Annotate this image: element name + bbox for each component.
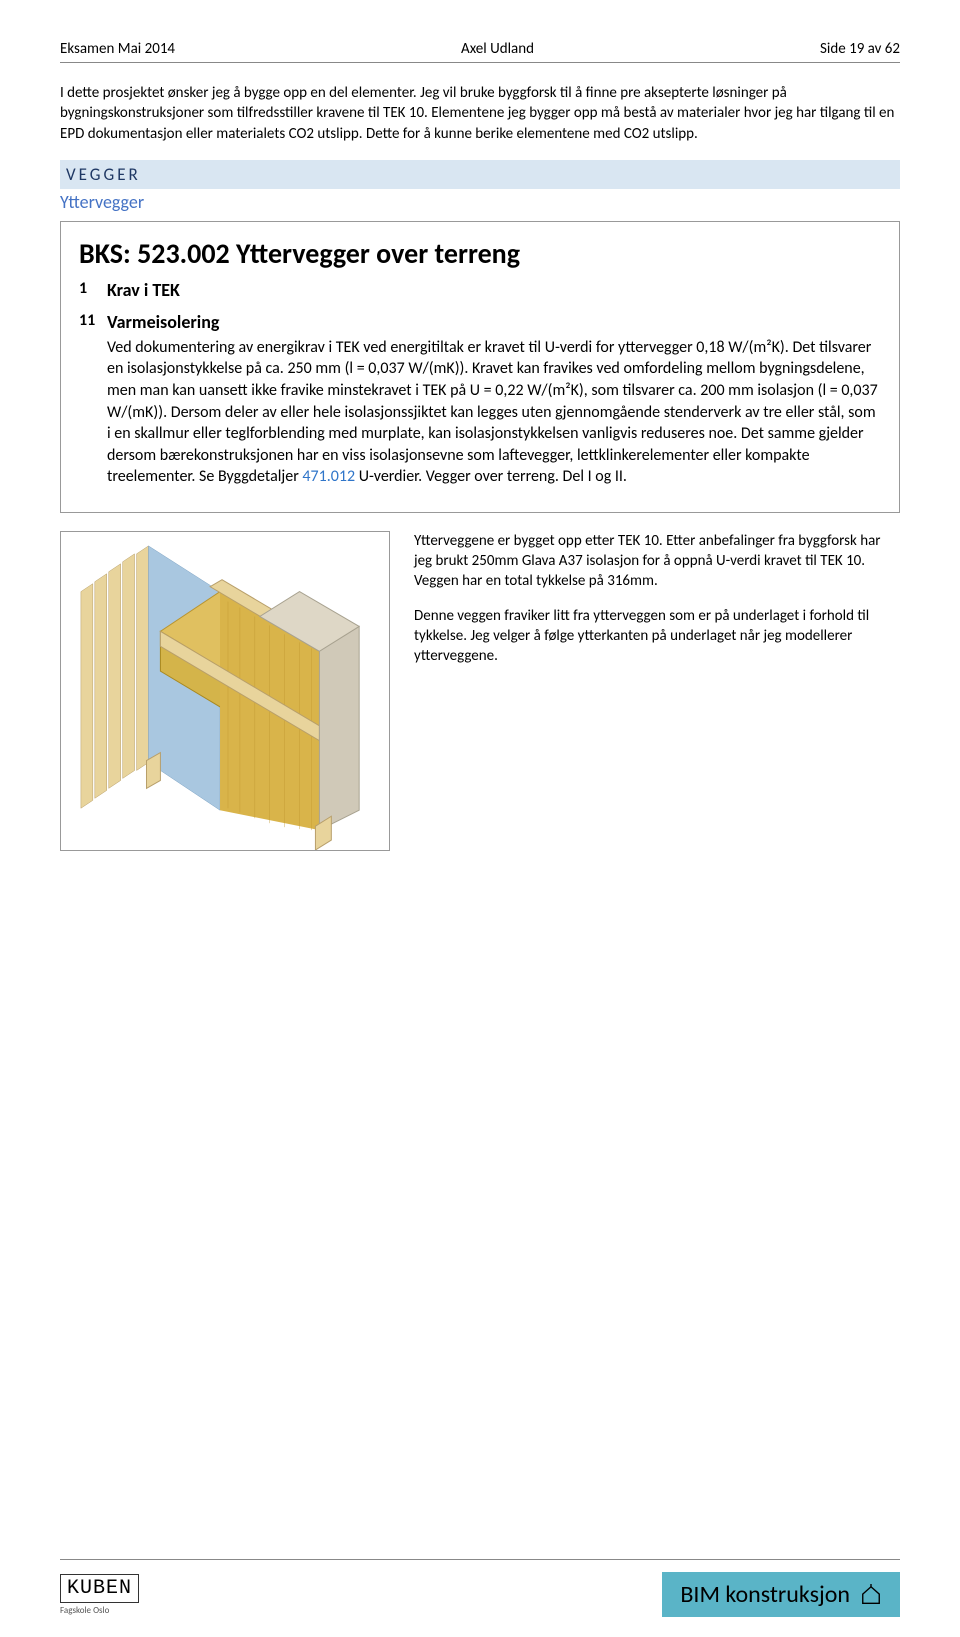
bks-body: Ved dokumentering av energikrav i TEK ve… — [107, 337, 881, 488]
wall-image-row: Ytterveggene er bygget opp etter TEK 10.… — [60, 531, 900, 851]
side-p1: Ytterveggene er bygget opp etter TEK 10.… — [414, 531, 900, 592]
kubem-logo: KUBEN Fagskole Oslo — [60, 1574, 139, 1616]
bks-row1-label: Krav i TEK — [107, 279, 180, 301]
bks-row1-index: 1 — [79, 279, 107, 301]
kubem-text: KUBEN — [60, 1574, 139, 1603]
bks-title: BKS: 523.002 Yttervegger over terreng — [79, 236, 881, 271]
header-left: Eksamen Mai 2014 — [60, 40, 175, 58]
bks-body-link[interactable]: 471.012 — [302, 467, 355, 486]
kubem-subtext: Fagskole Oslo — [60, 1605, 109, 1616]
page-header: Eksamen Mai 2014 Axel Udland Side 19 av … — [60, 40, 900, 63]
page-footer: KUBEN Fagskole Oslo BIM konstruksjon — [60, 1559, 900, 1617]
subsection-yttervegger-title: Yttervegger — [60, 191, 900, 213]
house-icon — [860, 1584, 882, 1606]
bks-box: BKS: 523.002 Yttervegger over terreng 1 … — [60, 221, 900, 513]
bks-row2-label: Varmeisolering — [107, 311, 881, 333]
side-p2: Denne veggen fraviker litt fra yttervegg… — [414, 606, 900, 667]
intro-paragraph: I dette prosjektet ønsker jeg å bygge op… — [60, 83, 900, 144]
bim-badge: BIM konstruksjon — [662, 1572, 900, 1617]
wall-section-image — [60, 531, 390, 851]
bim-text: BIM konstruksjon — [680, 1580, 850, 1609]
wall-description: Ytterveggene er bygget opp etter TEK 10.… — [414, 531, 900, 681]
bks-row-1: 1 Krav i TEK — [79, 279, 881, 301]
bks-row2-index: 11 — [79, 311, 107, 488]
wall-svg — [61, 532, 389, 850]
bks-body-part1: Ved dokumentering av energikrav i TEK ve… — [107, 338, 878, 487]
bks-body-part2: U-verdier. Vegger over terreng. Del I og… — [355, 467, 627, 486]
header-center: Axel Udland — [461, 40, 534, 58]
bks-row-2: 11 Varmeisolering Ved dokumentering av e… — [79, 311, 881, 488]
header-right: Side 19 av 62 — [820, 40, 900, 58]
section-vegger-title: VEGGER — [60, 160, 900, 189]
